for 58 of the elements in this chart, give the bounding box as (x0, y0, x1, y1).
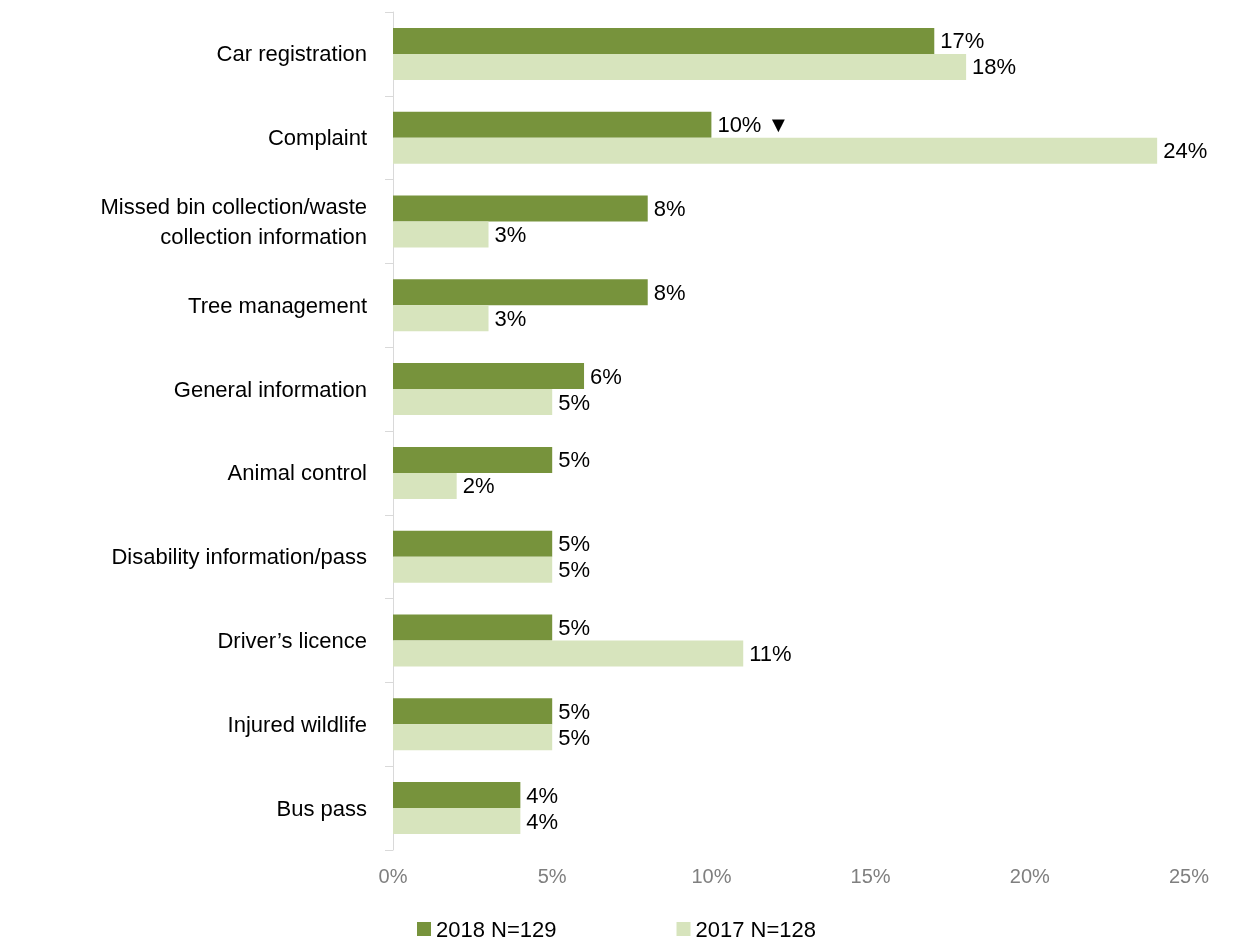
data-label: 4% (526, 782, 559, 808)
bar (393, 389, 553, 416)
x-tick-label: 10% (691, 865, 732, 887)
bar (393, 698, 553, 725)
y-tick-label: Missed bin collection/waste collection information (100, 194, 367, 249)
bar (393, 111, 712, 138)
bar (393, 808, 521, 835)
y-tick-label: Car registration (216, 41, 367, 67)
legend-label: 2018 N=129 (436, 916, 557, 942)
bar (393, 221, 489, 248)
data-label: 8% (653, 196, 686, 221)
data-label: 5% (558, 698, 590, 724)
y-tick-label: Animal control (227, 460, 367, 486)
y-tick-label: Bus pass (276, 795, 367, 821)
bar (393, 614, 553, 641)
bar (393, 640, 744, 667)
data-label: 4% (526, 808, 559, 834)
data-label: 6% (590, 363, 622, 389)
data-label: 11% (749, 641, 792, 666)
y-tick-label: Complaint (267, 125, 367, 151)
bar (393, 195, 648, 222)
data-label: 3% (494, 305, 527, 331)
bar (393, 446, 553, 473)
x-tick-label: 15% (850, 865, 891, 887)
y-tick-label: General information (173, 376, 367, 402)
bar (393, 363, 585, 390)
data-label: 18% (972, 54, 1017, 80)
bar (393, 724, 553, 751)
x-tick-label: 20% (1009, 865, 1051, 887)
data-label: 8% (653, 279, 686, 305)
x-tick-label: 25% (1168, 865, 1210, 887)
data-label: 10% ▼ (717, 112, 790, 138)
bar (393, 530, 553, 557)
data-label: 24% (1163, 138, 1208, 164)
data-label: 5% (558, 389, 590, 415)
bar (393, 27, 935, 54)
data-label: 5% (558, 557, 590, 583)
y-tick-label: Driver’s licence (217, 628, 367, 653)
data-label: 5% (558, 447, 590, 473)
bar (393, 472, 457, 499)
data-label: 2% (462, 473, 495, 499)
bar (393, 782, 521, 809)
y-tick-label: Tree management (188, 292, 367, 318)
data-label: 5% (558, 615, 590, 640)
x-tick-label: 0% (378, 865, 408, 887)
bar (393, 137, 1158, 164)
y-tick-label: Disability information/pass (111, 544, 367, 570)
bar (393, 53, 967, 80)
legend-label: 2017 N=128 (695, 916, 816, 942)
bar (393, 556, 553, 583)
bar (393, 305, 489, 332)
bar (393, 279, 648, 306)
data-label: 5% (558, 531, 590, 557)
y-tick-label: Injured wildlife (227, 711, 367, 737)
data-label: 3% (494, 222, 527, 247)
data-label: 17% (940, 28, 985, 54)
x-tick-label: 5% (537, 865, 567, 887)
data-label: 5% (558, 724, 590, 750)
